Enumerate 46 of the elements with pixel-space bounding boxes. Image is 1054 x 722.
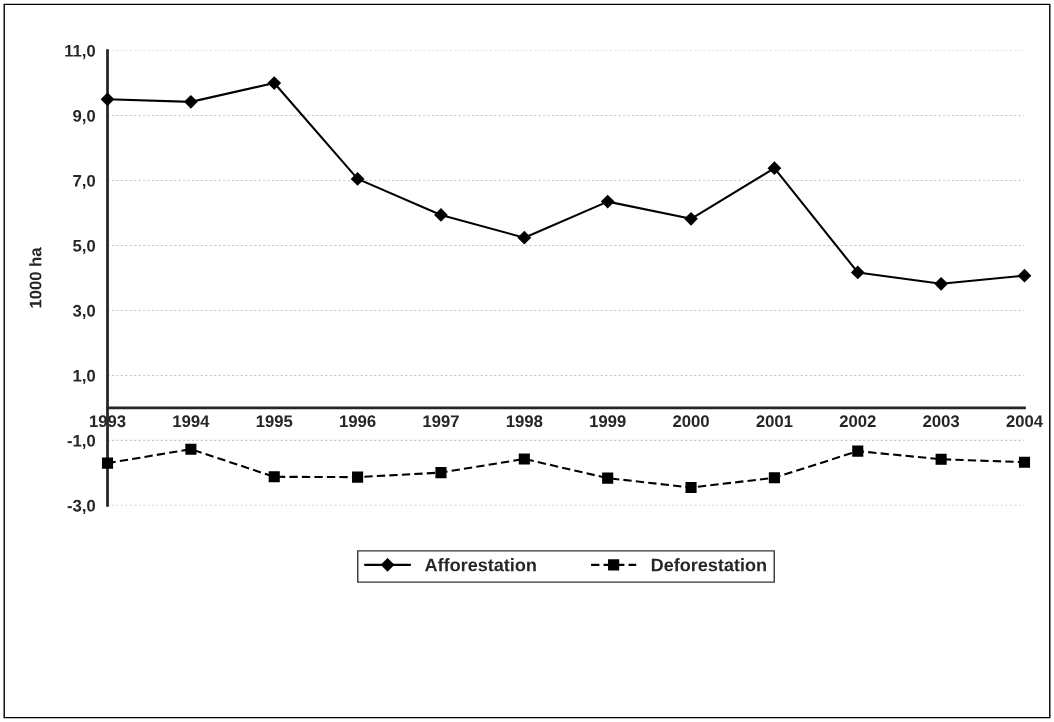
point	[767, 161, 781, 175]
x-tick-label: 1997	[423, 415, 459, 428]
x-tick-label: 1994	[173, 415, 210, 428]
legend-label: Deforestation	[651, 558, 766, 572]
point	[434, 208, 448, 222]
x-tick-label: 1995	[256, 415, 293, 428]
x-tick-label: 2000	[673, 415, 709, 428]
point	[852, 445, 864, 457]
y-tick-label: 7,0	[73, 174, 96, 190]
point	[935, 453, 947, 465]
point	[851, 265, 865, 280]
point	[1018, 456, 1031, 468]
point	[684, 212, 698, 226]
point	[100, 92, 115, 106]
point	[934, 277, 948, 291]
legend-label: Afforestation	[425, 558, 536, 572]
point	[185, 443, 197, 455]
point	[1017, 269, 1032, 283]
point	[267, 76, 281, 90]
point	[435, 467, 447, 479]
y-tick-label: -3,0	[67, 499, 96, 515]
x-tick-label: 2001	[756, 415, 793, 428]
x-tick-label: 2002	[839, 415, 876, 428]
point	[268, 471, 280, 483]
point	[517, 231, 531, 245]
y-tick-label: -1,0	[67, 434, 96, 450]
point	[602, 472, 614, 484]
point	[518, 453, 530, 465]
point	[351, 172, 365, 186]
x-tick-label: 1996	[340, 415, 376, 428]
point	[352, 471, 364, 483]
point	[184, 95, 198, 109]
y-tick-label: 1,0	[73, 369, 96, 385]
y-axis-title: 1000 ha	[29, 247, 42, 308]
y-tick-label: 5,0	[73, 239, 96, 255]
point	[768, 472, 780, 484]
y-tick-label: 11,0	[65, 44, 96, 60]
x-tick-label: 2004	[1006, 415, 1043, 428]
x-tick-label: 1999	[590, 415, 626, 428]
point	[685, 481, 697, 494]
point	[101, 457, 114, 469]
y-tick-label: 9,0	[73, 109, 96, 125]
point	[601, 195, 615, 209]
y-tick-label: 3,0	[72, 304, 96, 320]
x-tick-label: 1998	[506, 415, 543, 428]
x-tick-label: 2003	[923, 415, 960, 428]
